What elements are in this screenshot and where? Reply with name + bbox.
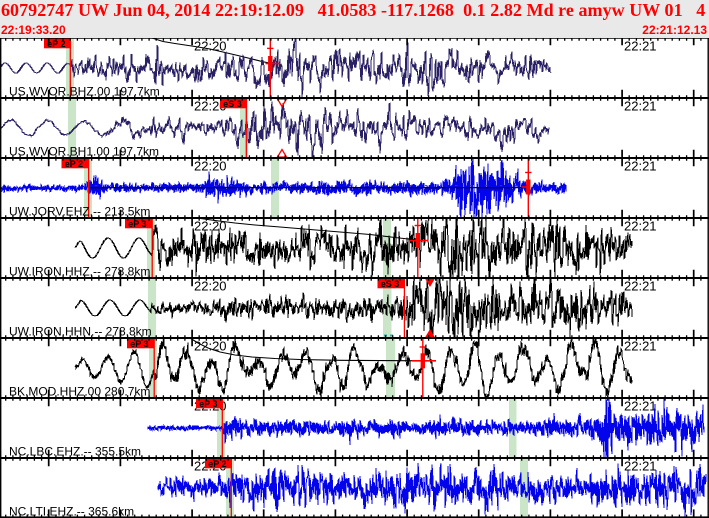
svg-text:US.WVOR.BHZ.00 197.7km: US.WVOR.BHZ.00 197.7km <box>9 84 160 98</box>
svg-text:UW.JORV.EHZ.-- 213.5km: UW.JORV.EHZ.-- 213.5km <box>9 204 150 218</box>
svg-text:NC.LBC.EHZ.-- 355.5km: NC.LBC.EHZ.-- 355.5km <box>9 444 141 458</box>
svg-text:eP 2: eP 2 <box>65 159 83 169</box>
svg-text:22:20: 22:20 <box>194 99 227 114</box>
svg-text:22:21: 22:21 <box>624 399 657 414</box>
svg-text:22:21: 22:21 <box>624 279 657 294</box>
svg-text:22:20: 22:20 <box>194 339 227 354</box>
svg-text:22:21: 22:21 <box>624 99 657 114</box>
svg-text:22:20: 22:20 <box>194 219 227 234</box>
svg-text:22:21: 22:21 <box>624 459 657 474</box>
svg-text:UW.IRON.HHZ.-- 278.8km: UW.IRON.HHZ.-- 278.8km <box>9 264 150 278</box>
svg-text:22:21: 22:21 <box>624 219 657 234</box>
svg-text:eP 3: eP 3 <box>199 399 217 409</box>
svg-text:22:21: 22:21 <box>624 39 657 54</box>
svg-text:eP 3: eP 3 <box>130 339 148 349</box>
svg-text:22:20: 22:20 <box>194 39 227 54</box>
svg-text:BK.MOD.HHZ.00 280.7km: BK.MOD.HHZ.00 280.7km <box>9 384 150 398</box>
svg-text:eS 3: eS 3 <box>223 99 242 109</box>
svg-text:eP 2: eP 2 <box>208 459 226 469</box>
svg-text:22:20: 22:20 <box>194 279 227 294</box>
svg-text:eP 3: eP 3 <box>128 219 146 229</box>
svg-text:22:21: 22:21 <box>624 339 657 354</box>
svg-text:eS 3: eS 3 <box>381 279 400 289</box>
svg-text:NC.LTI.EHZ.-- 365.6km: NC.LTI.EHZ.-- 365.6km <box>9 504 134 518</box>
svg-text:22:20: 22:20 <box>194 159 227 174</box>
svg-text:UW.IRON.HHN.-- 278.8km: UW.IRON.HHN.-- 278.8km <box>9 324 152 338</box>
svg-text:US.WVOR.BH1.00 197.7km: US.WVOR.BH1.00 197.7km <box>9 144 159 158</box>
svg-text:22:21: 22:21 <box>624 159 657 174</box>
svg-text:eP 2: eP 2 <box>47 39 65 49</box>
